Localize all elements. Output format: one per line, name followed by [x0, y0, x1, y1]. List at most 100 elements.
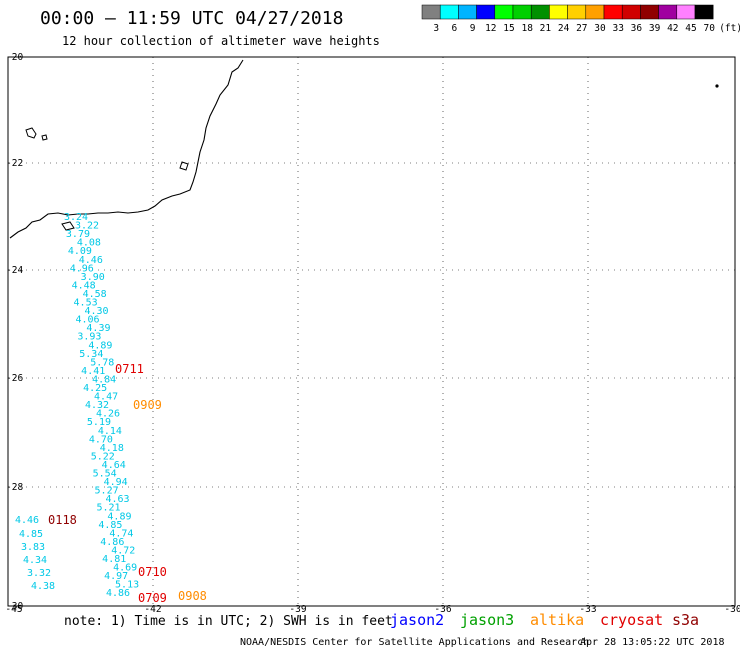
pass-time-label: 0711: [115, 362, 144, 376]
wave-height-label: 4.86: [106, 588, 130, 599]
island: [61, 221, 75, 231]
lat-label: -30: [6, 601, 23, 612]
legend-label: 21: [540, 23, 552, 34]
lat-label: -26: [6, 373, 23, 384]
wave-height-label: 5.21: [96, 503, 120, 514]
wave-height-label: 4.25: [83, 383, 107, 394]
lon-label: -30: [724, 604, 740, 615]
legend-label: 18: [521, 23, 533, 34]
satellite-jason2: jason2: [390, 611, 444, 629]
lat-label: -24: [6, 265, 23, 276]
pass-time-label: 0118: [48, 513, 77, 527]
wave-height-label: 4.30: [85, 306, 109, 317]
satellite-jason3: jason3: [460, 611, 514, 629]
legend-label: 15: [503, 23, 514, 34]
lon-label: -42: [144, 604, 161, 615]
footer-credit: NOAA/NESDIS Center for Satellite Applica…: [240, 637, 589, 648]
island: [25, 127, 37, 139]
wave-height-label: 4.86: [100, 537, 124, 548]
legend-swatch: [476, 4, 496, 20]
legend-unit: (ft): [719, 23, 740, 34]
wave-height-label: 4.32: [85, 400, 109, 411]
wave-height-label: 4.46: [79, 255, 103, 266]
footer-timestamp: Apr 28 13:05:22 UTC 2018: [580, 637, 725, 648]
wave-height-label: 5.27: [95, 486, 119, 497]
lon-label: -36: [434, 604, 451, 615]
legend-swatch: [658, 4, 678, 20]
lat-label: -22: [6, 158, 23, 169]
wave-height-label: 4.47: [94, 392, 118, 403]
wave-height-label: 5.54: [93, 469, 117, 480]
wave-height-label: 4.06: [75, 315, 99, 326]
footer: note: 1) Time is in UTC; 2) SWH is in fe…: [64, 611, 725, 648]
pass-time-label: 0709: [138, 591, 167, 605]
wave-height-label: 4.69: [113, 563, 137, 574]
wave-height-label: 3.90: [81, 272, 105, 283]
legend-swatch: [640, 4, 659, 20]
lon-label: -45: [5, 604, 22, 615]
lat-label: -20: [6, 52, 23, 63]
legend-label: 39: [649, 23, 661, 34]
pass-time-label: 0710: [138, 565, 167, 579]
wave-height-label: 4.18: [100, 443, 124, 454]
legend-label: 24: [558, 23, 570, 34]
legend-label: 12: [485, 23, 496, 34]
wave-height-label: 3.32: [27, 568, 51, 579]
wave-height-label: 4.08: [77, 238, 101, 249]
wave-height-label: 4.72: [111, 545, 135, 556]
map-frame: [7, 56, 736, 607]
wave-height-label: 4.26: [96, 409, 120, 420]
legend-label: 42: [667, 23, 678, 34]
island-dot: [715, 84, 719, 88]
wave-height-label: 4.39: [86, 323, 110, 334]
wave-height-label: 4.09: [68, 246, 92, 257]
satellite-key: jason2 jason3 altika cryosat s3a: [390, 611, 699, 629]
legend-label: 3: [433, 23, 439, 34]
wave-height-label: 4.41: [81, 366, 105, 377]
wave-height-label: 4.85: [98, 520, 122, 531]
wave-height-label: 4.38: [31, 581, 55, 592]
legend-swatch: [421, 4, 441, 20]
wave-height-label: 4.63: [106, 494, 130, 505]
satellite-s3a: s3a: [672, 611, 699, 629]
wave-height-label: 5.78: [90, 357, 114, 368]
legend-swatch: [530, 4, 550, 20]
wave-height-label: 3.83: [21, 542, 45, 553]
wave-height-label: 4.46: [15, 515, 39, 526]
wave-height-label: 5.19: [87, 417, 111, 428]
legend-label: 6: [452, 23, 458, 34]
legend-swatch: [567, 4, 587, 20]
color-legend: 3 6 9 12 15 18 21 24 27 30 33 36 39 42 45 70 (ft): [421, 4, 740, 34]
wave-height-label: 4.14: [98, 426, 122, 437]
lon-label: -39: [289, 604, 306, 615]
legend-swatch: [439, 4, 459, 20]
lat-label: -28: [6, 482, 23, 493]
legend-label: 36: [631, 23, 643, 34]
wave-height-label: 5.13: [115, 580, 139, 591]
legend-label: 9: [470, 23, 476, 34]
wave-height-label: 4.81: [102, 554, 126, 565]
map-subtitle: 12 hour collection of altimeter wave hei…: [62, 34, 380, 48]
wave-height-label: 3.22: [75, 221, 99, 232]
legend-label: 27: [576, 23, 587, 34]
legend-swatch: [458, 4, 477, 20]
legend-label: 30: [594, 23, 606, 34]
wave-height-label: 4.64: [102, 460, 126, 471]
legend-swatch: [585, 4, 605, 20]
wave-height-label: 4.96: [70, 263, 94, 274]
pass-time-label: 0908: [178, 589, 207, 603]
wave-height-label: 4.89: [88, 340, 112, 351]
legend-label: 33: [612, 23, 623, 34]
axis-labels: -45 -42 -39 -36 -33 -30 -20 -22 -24 -26 -28 -30: [5, 52, 740, 615]
wave-height-label: 4.48: [72, 280, 96, 291]
wave-height-label: 4.85: [19, 529, 43, 540]
pass-time-label: 0909: [133, 398, 162, 412]
legend-swatch: [676, 4, 696, 20]
legend-swatch: [494, 4, 514, 20]
island: [41, 134, 48, 141]
legend-swatch: [603, 4, 623, 20]
legend-swatch: [694, 4, 714, 20]
wave-height-labels: 3.243.223.794.084.094.464.963.904.484.58…: [15, 212, 139, 599]
coastline: [9, 59, 244, 239]
